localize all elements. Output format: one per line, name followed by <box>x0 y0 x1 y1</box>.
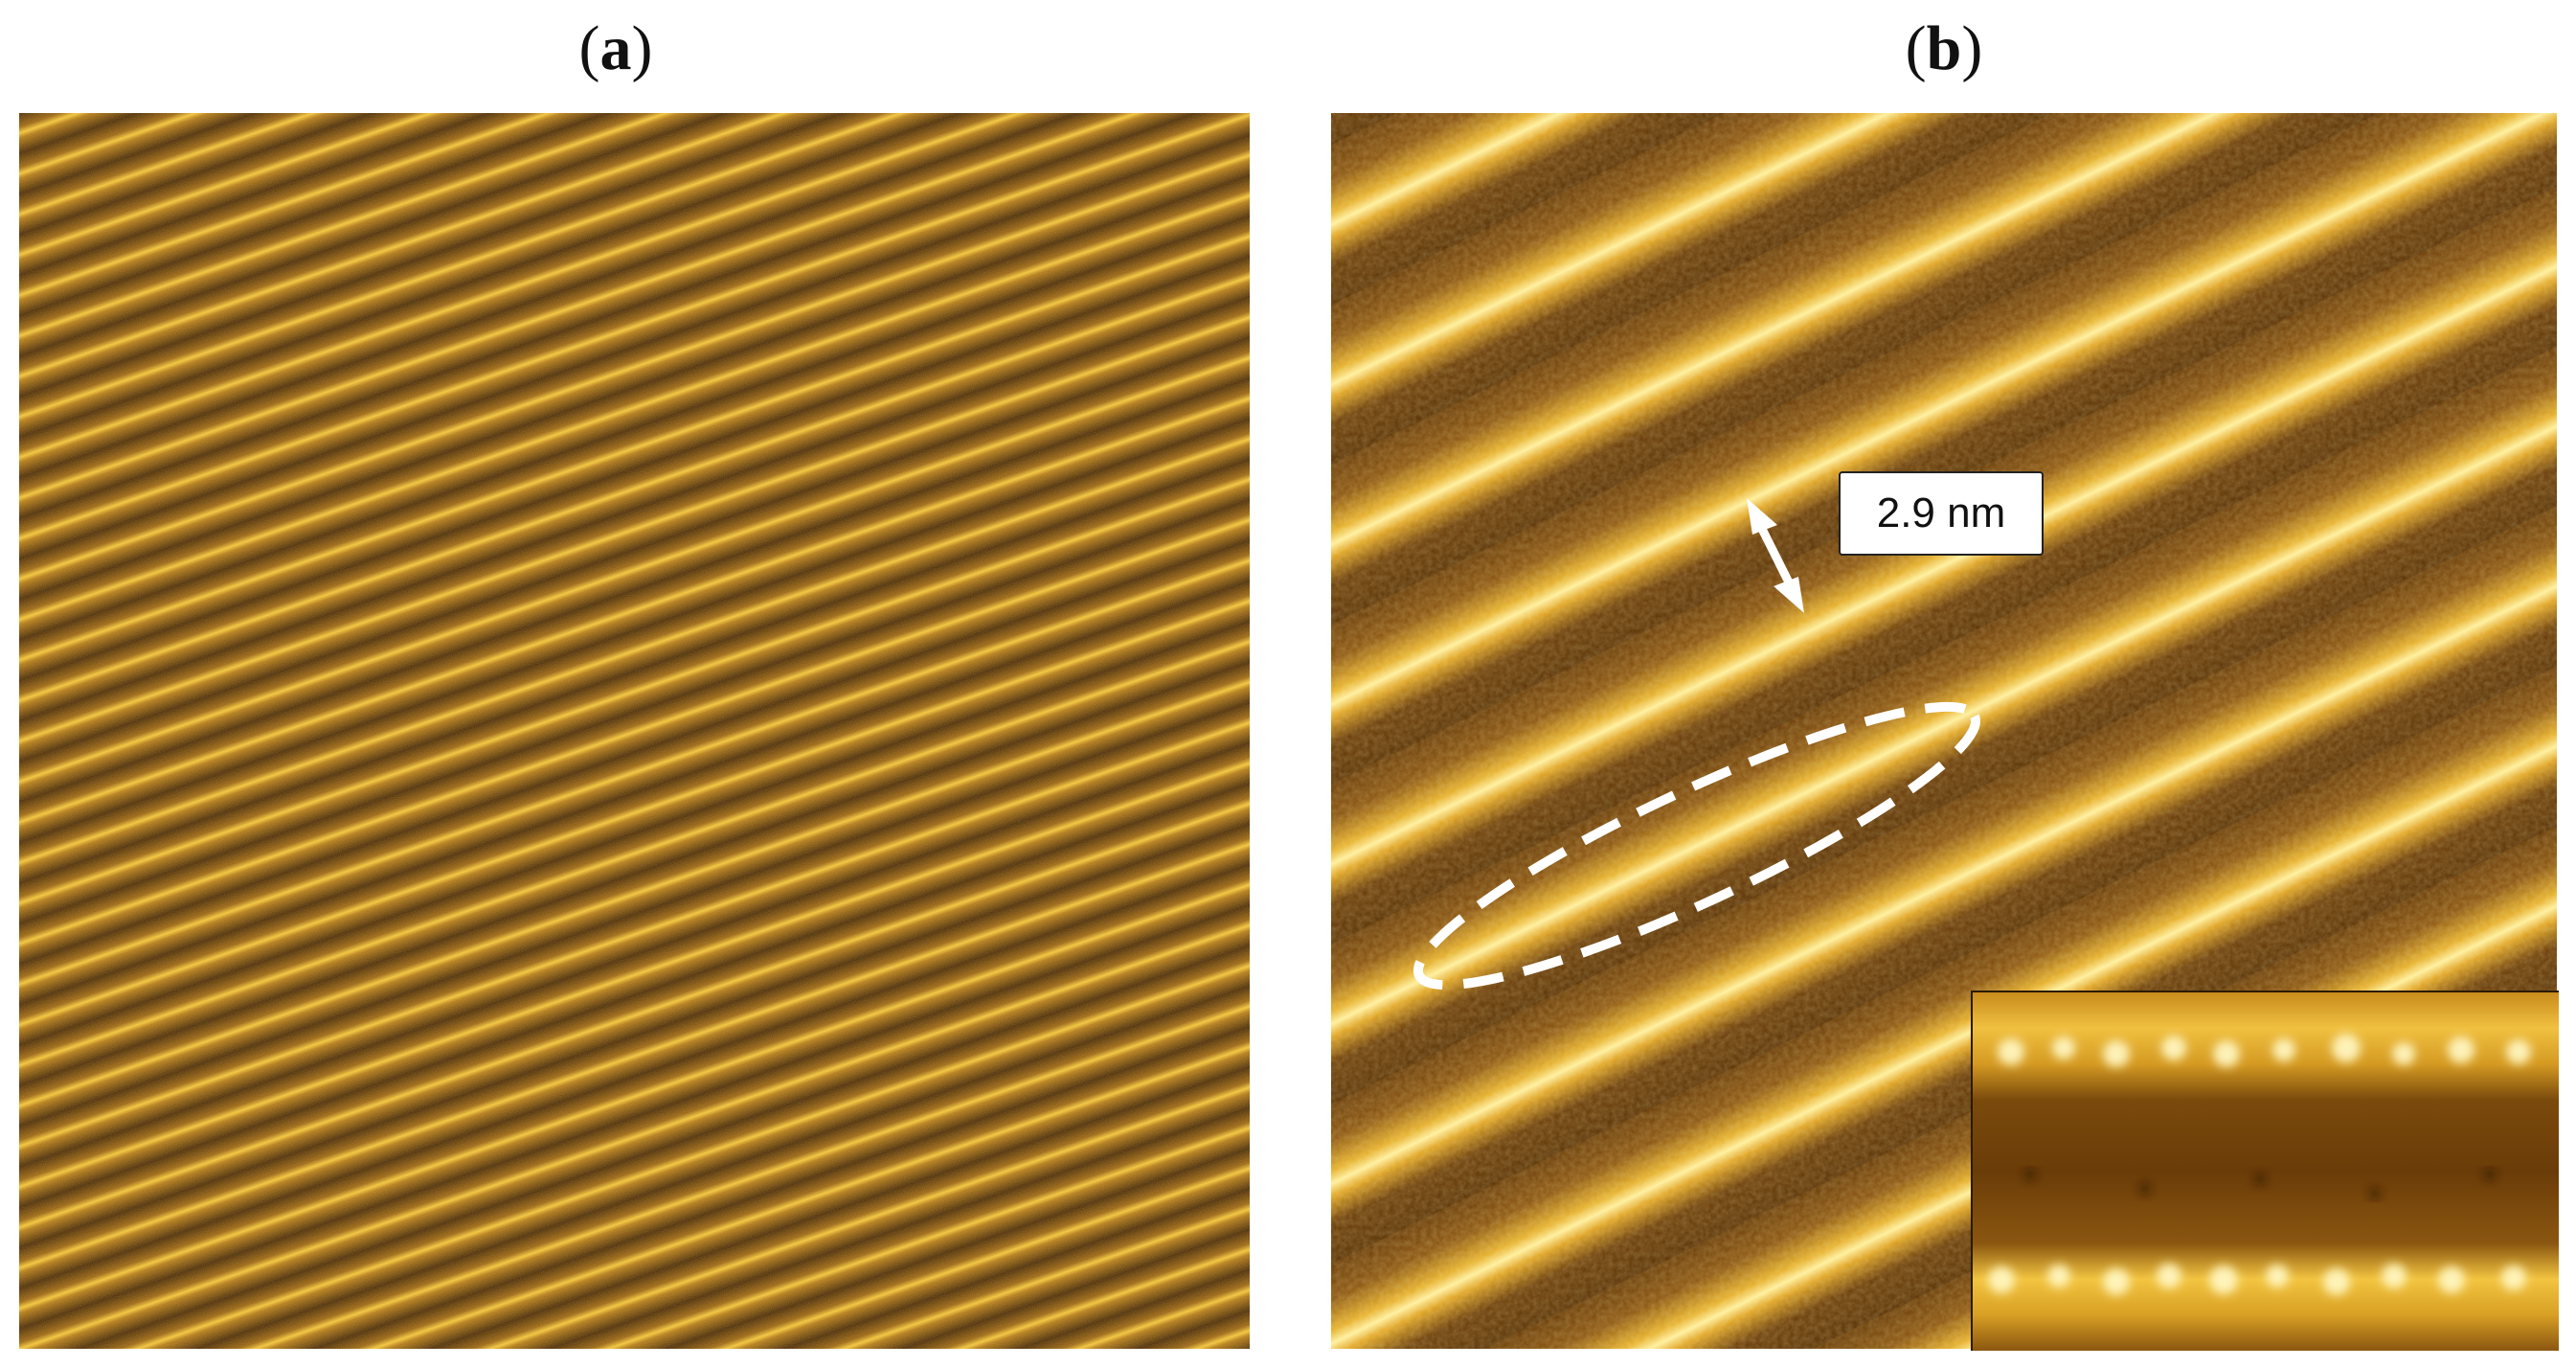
inset-zoom-image <box>1971 991 2559 1351</box>
stm-image-large-area <box>19 113 1250 1349</box>
panel-label-a: (a) <box>578 13 653 83</box>
panel-label-b: (b) <box>1905 13 1983 83</box>
inset-stripes <box>1973 992 2559 1351</box>
measurement-label: 2.9 nm <box>1839 471 2044 556</box>
stripe-pattern-a <box>19 113 1250 1349</box>
